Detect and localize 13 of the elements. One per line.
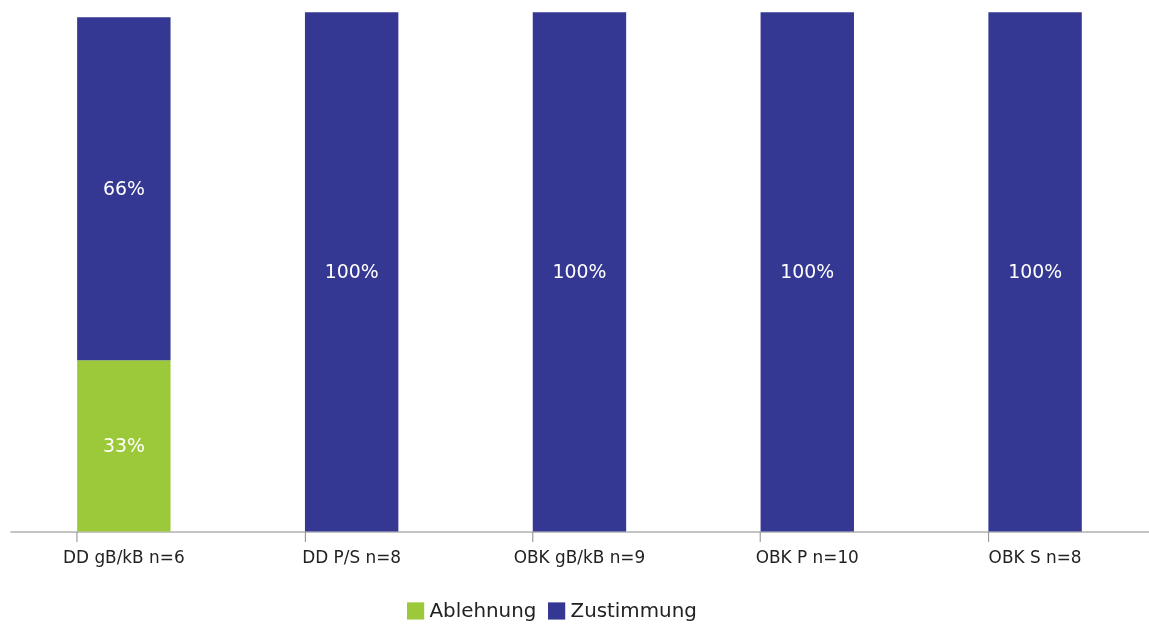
x-tick-label: DD gB/kB n=6 [63,546,185,567]
legend-label: Ablehnung [429,598,537,622]
x-tick-label: OBK S n=8 [988,546,1082,567]
data-label: 33% [102,433,145,456]
data-label: 100% [1008,259,1063,282]
data-label: 66% [102,176,145,199]
x-tick-label: DD P/S n=8 [302,546,402,567]
data-label: 100% [324,259,379,282]
data-label: 100% [780,259,835,282]
data-label: 100% [552,259,607,282]
legend-label: Zustimmung [570,598,697,622]
x-tick-label: OBK P n=10 [755,546,859,567]
x-tick-label: OBK gB/kB n=9 [513,546,646,567]
